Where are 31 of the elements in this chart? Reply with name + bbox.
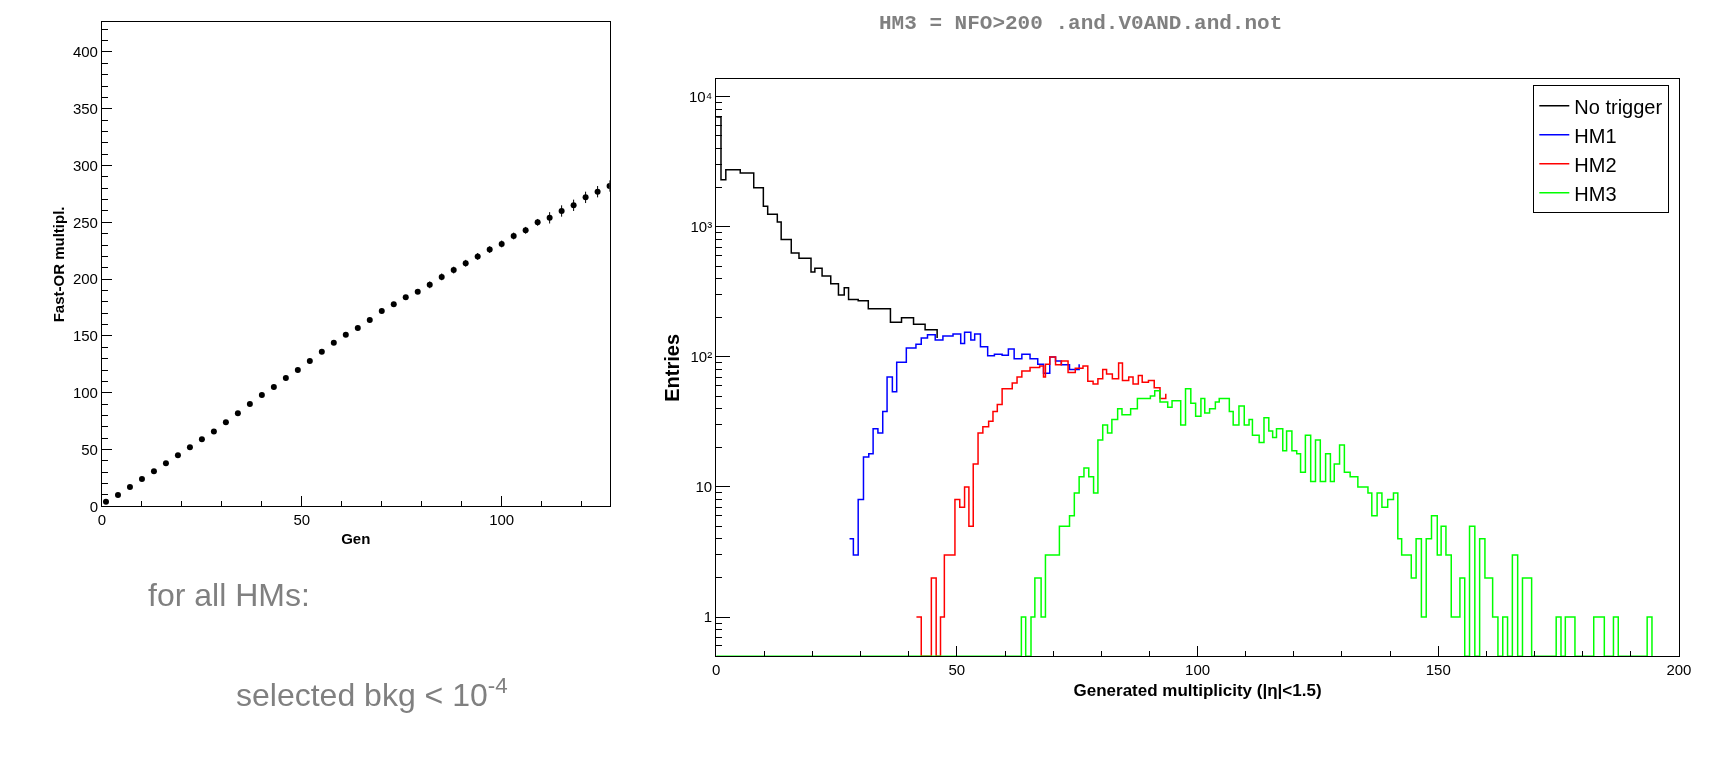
y-tick-label: 200 <box>72 270 98 288</box>
y-tick-label: 10² <box>690 348 713 366</box>
y-tick-label: 10⁴ <box>689 88 713 106</box>
text: HM3 = NFO>200 .and.V0AND.and.not <box>879 12 1283 35</box>
legend-label: HM2 <box>1574 153 1617 176</box>
legend-label: HM1 <box>1574 124 1617 147</box>
y-tick-label: 0 <box>89 497 98 515</box>
x-tick-label: 50 <box>948 661 966 679</box>
y-axis-title: Fast-OR multipl. <box>50 206 68 323</box>
x-tick-label: 100 <box>489 511 515 529</box>
y-tick-label: 350 <box>72 100 98 118</box>
x-axis-title: Gen <box>341 530 371 548</box>
y-tick-label: 300 <box>72 156 98 174</box>
legend-label: No trigger <box>1574 95 1663 118</box>
y-tick-label: 1 <box>703 608 713 626</box>
y-tick-label: 50 <box>81 440 98 458</box>
x-tick-label: 150 <box>1425 661 1451 679</box>
text: selected bkg < 10$^{-4}$ <box>236 673 508 714</box>
legend-label: HM3 <box>1574 182 1617 205</box>
text: for all HMs: <box>148 577 310 613</box>
x-tick-label: 100 <box>1185 661 1211 679</box>
y-tick-label: 10³ <box>690 218 713 236</box>
y-tick-label: 400 <box>72 43 98 61</box>
x-tick-label: 50 <box>293 511 311 529</box>
x-tick-label: 200 <box>1666 661 1692 679</box>
y-tick-label: 250 <box>72 213 98 231</box>
y-tick-label: 10 <box>695 478 713 496</box>
y-axis-title: Entries <box>660 333 683 402</box>
y-tick-label: 100 <box>72 384 98 402</box>
y-tick-label: 150 <box>72 327 98 345</box>
x-axis-title: Generated multiplicity (|η|<1.5) <box>1073 680 1322 700</box>
